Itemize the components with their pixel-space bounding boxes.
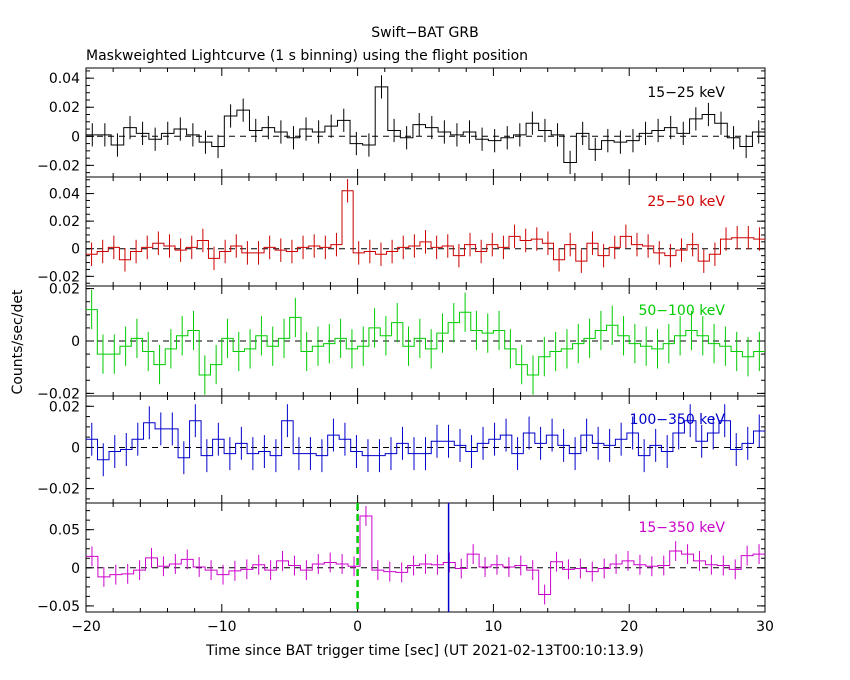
y-tick-label: 0.04 bbox=[49, 71, 80, 87]
y-tick-label: 0 bbox=[71, 440, 80, 456]
series-15-25-step bbox=[86, 86, 765, 163]
y-tick-label: −0.02 bbox=[37, 269, 80, 285]
x-axis-label: Time since BAT trigger time [sec] (UT 20… bbox=[205, 643, 644, 659]
panel-15-25: −0.02 0 0.02 0.04 15−25 keV bbox=[37, 67, 766, 178]
figure-subtitle: Maskweighted Lightcurve (1 s binning) us… bbox=[86, 48, 528, 64]
energy-label-50-100: 50−100 keV bbox=[638, 303, 725, 319]
y-tick-label: 0.02 bbox=[49, 399, 80, 415]
x-tick-label: 30 bbox=[756, 619, 774, 635]
panels-group: −0.02 0 0.02 0.04 15−25 keV −0.02 0 0.02 0.04 25−… bbox=[37, 67, 774, 635]
figure-title: Swift−BAT GRB bbox=[371, 25, 478, 41]
panel-frame bbox=[85, 502, 766, 613]
x-tick-label: −20 bbox=[71, 619, 101, 635]
y-tick-label: 0.04 bbox=[49, 187, 80, 203]
panel-100-350: −0.02 0 0.02 100−350 keV bbox=[37, 395, 766, 504]
x-tick-label: 0 bbox=[353, 619, 362, 635]
y-tick-label: −0.05 bbox=[37, 599, 80, 615]
x-tick-label: 10 bbox=[484, 619, 502, 635]
y-axis-label: Counts/sec/det bbox=[10, 289, 26, 394]
panel-25-50: −0.02 0 0.02 0.04 25−50 keV bbox=[37, 176, 766, 287]
x-tick-label: 20 bbox=[620, 619, 638, 635]
energy-label-15-25: 15−25 keV bbox=[647, 85, 725, 101]
y-tick-label: 0 bbox=[71, 561, 80, 577]
y-tick-label: −0.02 bbox=[37, 158, 80, 174]
y-tick-label: 0.02 bbox=[49, 100, 80, 116]
y-tick-label: 0 bbox=[71, 242, 80, 258]
y-tick-label: 0.05 bbox=[49, 523, 80, 539]
y-tick-label: −0.02 bbox=[37, 386, 80, 402]
energy-label-100-350: 100−350 keV bbox=[630, 412, 726, 428]
x-tick-label: −10 bbox=[207, 619, 237, 635]
y-tick-label: −0.02 bbox=[37, 482, 80, 498]
y-tick-label: 0.02 bbox=[49, 214, 80, 230]
energy-label-15-350: 15−350 keV bbox=[638, 520, 725, 536]
y-tick-label: 0 bbox=[71, 334, 80, 350]
y-tick-label: 0 bbox=[71, 129, 80, 145]
panel-50-100: −0.02 0 0.02 50−100 keV bbox=[37, 282, 766, 402]
y-tick-label: 0.02 bbox=[49, 282, 80, 298]
series-50-100-step bbox=[86, 309, 765, 376]
series-100-350-step bbox=[86, 420, 765, 461]
panel-15-350: −0.05 0 0.05 15−350 keV −20 −10 0 10 20 30 bbox=[37, 502, 774, 635]
energy-label-25-50: 25−50 keV bbox=[647, 194, 725, 210]
